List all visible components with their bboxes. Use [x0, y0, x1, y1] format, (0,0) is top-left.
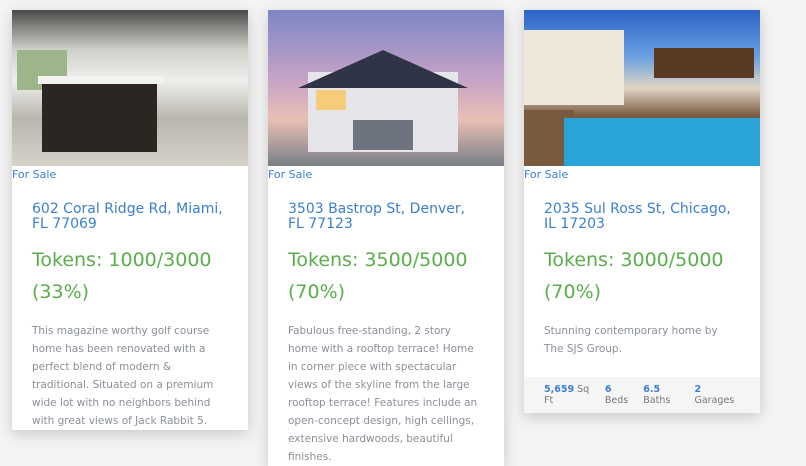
tokens-percent: (70%): [288, 281, 346, 303]
property-image[interactable]: [268, 10, 504, 166]
property-image[interactable]: [524, 10, 760, 166]
tokens-count: Tokens: 3500/5000: [288, 249, 468, 271]
beds-feature: 6 Beds: [604, 384, 629, 406]
tokens-percent: (70%): [544, 281, 602, 303]
garages-feature: 2 Garages: [694, 384, 735, 406]
property-address-link[interactable]: 602 Coral Ridge Rd, Miami, FL 77069: [32, 201, 223, 232]
property-image[interactable]: [12, 10, 248, 166]
property-description: This magazine worthy golf course home ha…: [32, 325, 214, 427]
property-features: 5,659 Sq Ft 6 Beds 6.5 Baths 2 Garages: [524, 377, 760, 413]
status-label: For Sale: [268, 168, 313, 181]
property-description: Stunning contemporary home by The SJS Gr…: [544, 325, 718, 355]
listing-card[interactable]: For Sale 2035 Sul Ross St, Chicago, IL 1…: [524, 10, 760, 413]
listing-card[interactable]: For Sale 602 Coral Ridge Rd, Miami, FL 7…: [12, 10, 248, 430]
status-label: For Sale: [12, 168, 57, 181]
property-address-link[interactable]: 2035 Sul Ross St, Chicago, IL 17203: [544, 201, 731, 232]
baths-feature: 6.5 Baths: [643, 384, 671, 406]
property-address-link[interactable]: 3503 Bastrop St, Denver, FL 77123: [288, 201, 466, 232]
tokens-percent: (33%): [32, 281, 90, 303]
tokens-count: Tokens: 1000/3000: [32, 249, 212, 271]
sqft-feature: 5,659 Sq Ft: [544, 384, 590, 406]
status-label: For Sale: [524, 168, 569, 181]
tokens-count: Tokens: 3000/5000: [544, 249, 724, 271]
property-description: Fabulous free-standing, 2 story home wit…: [288, 325, 478, 463]
listing-card[interactable]: For Sale 3503 Bastrop St, Denver, FL 771…: [268, 10, 504, 466]
